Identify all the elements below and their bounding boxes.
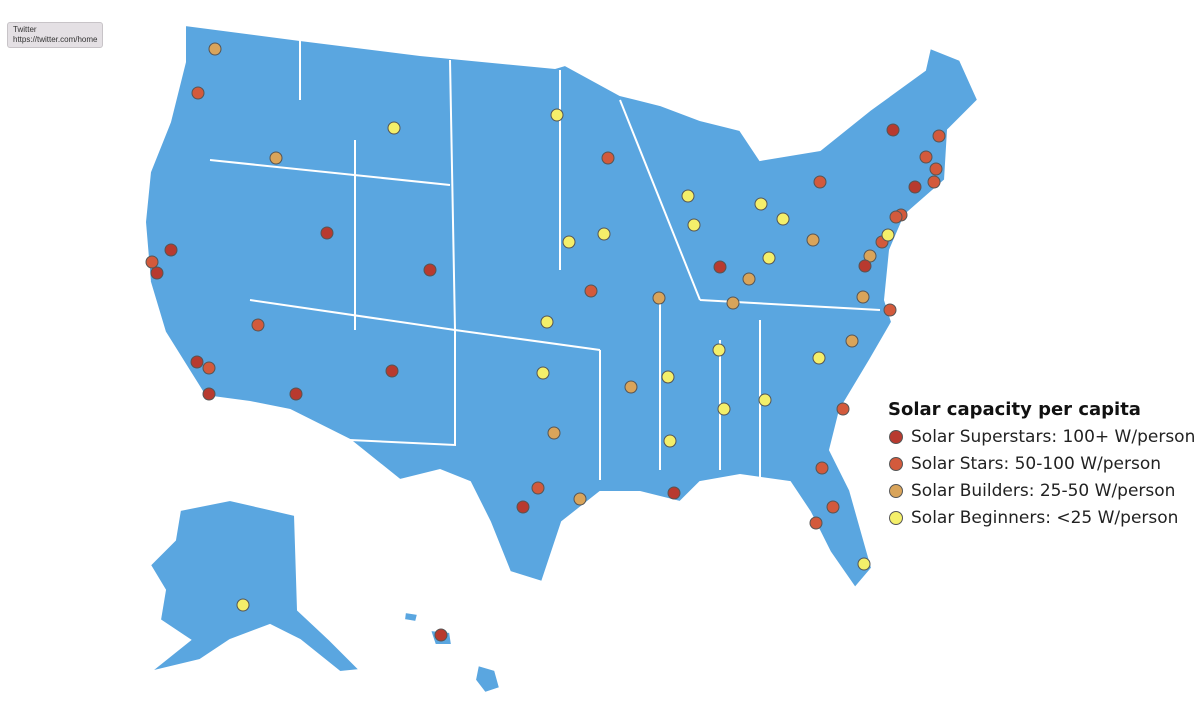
state-dot: [550, 108, 564, 122]
state-dot: [573, 492, 587, 506]
state-dot: [806, 233, 820, 247]
state-dot: [652, 291, 666, 305]
state-dot: [236, 598, 250, 612]
state-dot: [776, 212, 790, 226]
state-dot: [202, 387, 216, 401]
state-dot: [858, 259, 872, 273]
state-dot: [208, 42, 222, 56]
hawaii: [402, 610, 420, 624]
legend-label: Solar Builders: 25-50 W/person: [911, 481, 1175, 501]
state-dot: [562, 235, 576, 249]
state-dot: [190, 355, 204, 369]
state-dot: [423, 263, 437, 277]
state-dot: [584, 284, 598, 298]
state-dot: [754, 197, 768, 211]
state-dot: [762, 251, 776, 265]
tooltip-url: https://twitter.com/home: [13, 35, 98, 44]
state-dot: [927, 175, 941, 189]
legend-label: Solar Superstars: 100+ W/person: [911, 427, 1195, 447]
state-dot: [856, 290, 870, 304]
state-dot: [536, 366, 550, 380]
state-dot: [681, 189, 695, 203]
state-dot: [687, 218, 701, 232]
tooltip: Twitter https://twitter.com/home: [7, 22, 104, 48]
state-dot: [547, 426, 561, 440]
state-dot: [191, 86, 205, 100]
contiguous-us: [143, 23, 980, 590]
state-dot: [202, 361, 216, 375]
state-dot: [889, 210, 903, 224]
state-dot: [812, 351, 826, 365]
dot-layer: [145, 42, 946, 642]
state-dot: [932, 129, 946, 143]
state-dot: [836, 402, 850, 416]
state-dot: [845, 334, 859, 348]
state-dot: [251, 318, 265, 332]
state-dot: [886, 123, 900, 137]
state-dot: [540, 315, 554, 329]
state-dot: [150, 266, 164, 280]
state-dot: [758, 393, 772, 407]
state-dot: [809, 516, 823, 530]
alaska: [148, 498, 363, 674]
state-dot: [601, 151, 615, 165]
state-dot: [717, 402, 731, 416]
state-dot: [531, 481, 545, 495]
state-dot: [742, 272, 756, 286]
state-dot: [826, 500, 840, 514]
state-dot: [908, 180, 922, 194]
state-dot: [289, 387, 303, 401]
state-dot: [813, 175, 827, 189]
hawaii: [473, 663, 502, 695]
legend: Solar capacity per capita Solar Supersta…: [888, 399, 1195, 528]
legend-swatch: [889, 457, 903, 471]
state-dot: [663, 434, 677, 448]
legend-swatch: [889, 511, 903, 525]
state-dot: [661, 370, 675, 384]
state-dot: [815, 461, 829, 475]
state-dot: [857, 557, 871, 571]
state-dot: [434, 628, 448, 642]
legend-label: Solar Beginners: <25 W/person: [911, 508, 1178, 528]
legend-label: Solar Stars: 50-100 W/person: [911, 454, 1161, 474]
state-dot: [387, 121, 401, 135]
state-dot: [667, 486, 681, 500]
legend-title: Solar capacity per capita: [888, 399, 1141, 420]
state-dot: [919, 150, 933, 164]
state-dot: [269, 151, 283, 165]
state-dot: [145, 255, 159, 269]
state-dot: [712, 343, 726, 357]
legend-swatch: [889, 484, 903, 498]
state-dot: [320, 226, 334, 240]
state-dot: [881, 228, 895, 242]
state-dot: [726, 296, 740, 310]
tooltip-title: Twitter: [13, 25, 37, 34]
state-dot: [516, 500, 530, 514]
legend-swatch: [889, 430, 903, 444]
state-dot: [385, 364, 399, 378]
state-dot: [929, 162, 943, 176]
state-dot: [164, 243, 178, 257]
state-dot: [713, 260, 727, 274]
state-dot: [883, 303, 897, 317]
state-dot: [624, 380, 638, 394]
state-dot: [597, 227, 611, 241]
